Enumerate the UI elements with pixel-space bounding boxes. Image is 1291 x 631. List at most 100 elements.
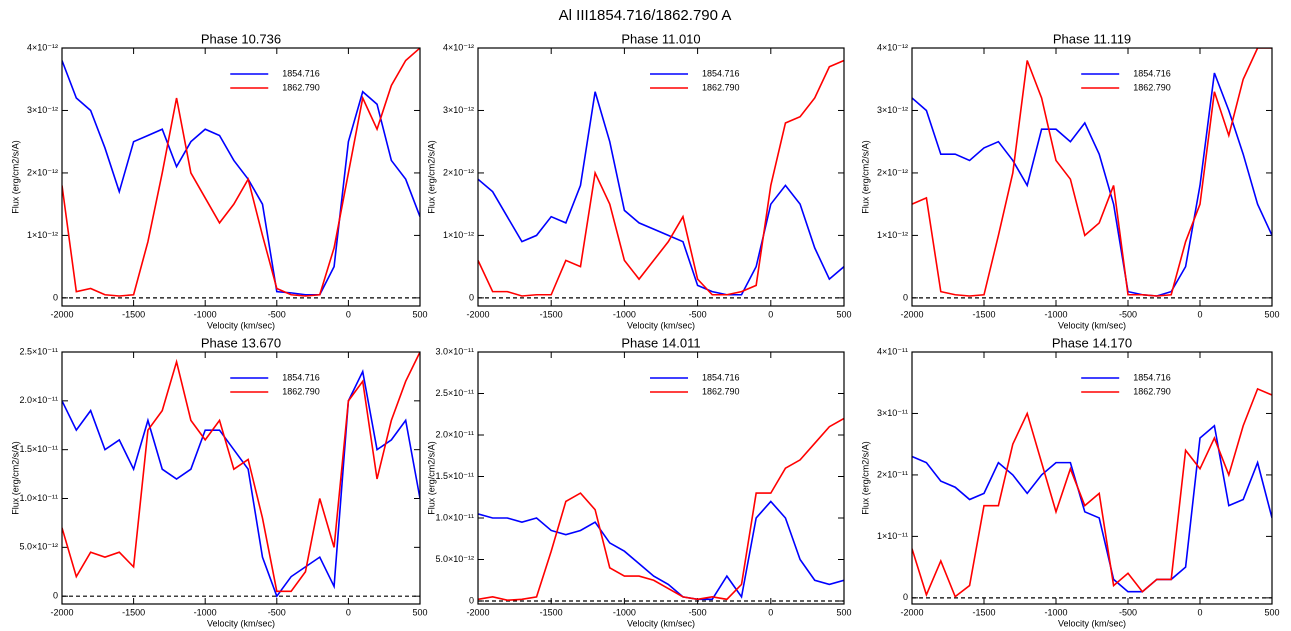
y-tick-label: 0 xyxy=(469,292,474,302)
y-tick-label: 0 xyxy=(903,592,908,602)
subplot: Phase 10.736 Velocity (km/sec) Flux (erg/c… xyxy=(10,31,427,330)
y-tick-label: 1.5×10⁻¹¹ xyxy=(435,471,474,481)
y-tick-label: 4×10⁻¹² xyxy=(443,42,474,52)
plot-frame xyxy=(477,351,845,605)
subplot: Phase 11.119 Velocity (km/sec) Flux (erg/c… xyxy=(860,31,1279,330)
legend-label: 1854.716 xyxy=(282,68,320,78)
x-tick-label: -500 xyxy=(689,607,707,617)
subplot-title: Phase 11.119 xyxy=(1053,31,1131,46)
subplot-title: Phase 11.010 xyxy=(621,31,700,46)
y-tick-label: 1×10⁻¹² xyxy=(877,230,908,240)
series-line xyxy=(62,48,420,297)
x-tick-label: 500 xyxy=(1264,309,1279,319)
subplot-title: Phase 14.170 xyxy=(1052,335,1132,350)
series-line xyxy=(62,352,420,593)
x-tick-label: 0 xyxy=(1197,607,1202,617)
legend-label: 1854.716 xyxy=(1133,372,1171,382)
x-tick-label: 0 xyxy=(346,607,351,617)
y-tick-label: 5.0×10⁻¹² xyxy=(19,542,58,552)
legend-label: 1862.790 xyxy=(702,386,740,396)
x-tick-label: -1500 xyxy=(540,309,563,319)
series-line xyxy=(478,91,844,296)
legend-label: 1854.716 xyxy=(1133,68,1171,78)
legend-label: 1854.716 xyxy=(702,68,740,78)
series-line xyxy=(62,368,420,598)
x-tick-label: 0 xyxy=(1197,309,1202,319)
y-tick-label: 2.5×10⁻¹¹ xyxy=(19,346,58,356)
y-tick-label: 2.0×10⁻¹¹ xyxy=(435,429,474,439)
x-tick-label: 500 xyxy=(1264,607,1279,617)
y-axis-label: Flux (erg/cm2/s/A) xyxy=(10,441,20,515)
plot-frame xyxy=(61,351,421,605)
x-axis-label: Velocity (km/sec) xyxy=(1058,320,1126,330)
y-tick-label: 1×10⁻¹¹ xyxy=(877,531,908,541)
y-tick-label: 3×10⁻¹² xyxy=(877,105,908,115)
legend-label: 1854.716 xyxy=(282,372,320,382)
x-tick-label: -1500 xyxy=(972,309,995,319)
figure-title: Al III1854.716/1862.790 A xyxy=(559,7,732,24)
x-tick-label: -2000 xyxy=(466,309,489,319)
x-tick-label: -1500 xyxy=(122,309,145,319)
x-tick-label: -2000 xyxy=(50,607,73,617)
x-tick-label: -2000 xyxy=(50,309,73,319)
y-tick-label: 5.0×10⁻¹² xyxy=(435,554,474,564)
series-line xyxy=(478,417,844,601)
y-axis-label: Flux (erg/cm2/s/A) xyxy=(426,140,436,214)
x-tick-label: 500 xyxy=(836,607,851,617)
y-tick-label: 0 xyxy=(903,292,908,302)
legend-label: 1862.790 xyxy=(702,82,740,92)
subplot: Phase 11.010 Velocity (km/sec) Flux (erg/c… xyxy=(426,31,851,330)
plot-frame xyxy=(911,351,1273,605)
y-tick-label: 0 xyxy=(469,595,474,605)
legend-label: 1854.716 xyxy=(702,372,740,382)
subplot-title: Phase 10.736 xyxy=(201,31,281,46)
y-tick-label: 1.5×10⁻¹¹ xyxy=(19,444,58,454)
y-axis-label: Flux (erg/cm2/s/A) xyxy=(426,441,436,515)
x-tick-label: -1000 xyxy=(613,309,636,319)
x-tick-label: -2000 xyxy=(466,607,489,617)
x-tick-label: -500 xyxy=(1119,607,1137,617)
x-tick-label: -1500 xyxy=(972,607,995,617)
x-axis-label: Velocity (km/sec) xyxy=(1058,618,1126,628)
series-line xyxy=(912,424,1272,593)
y-tick-label: 2×10⁻¹² xyxy=(443,167,474,177)
y-tick-label: 4×10⁻¹¹ xyxy=(877,346,908,356)
y-tick-label: 1.0×10⁻¹¹ xyxy=(19,493,58,503)
y-tick-label: 1×10⁻¹² xyxy=(443,230,474,240)
y-tick-label: 3×10⁻¹² xyxy=(27,105,58,115)
plot-frame xyxy=(61,47,421,307)
plot-frame xyxy=(911,47,1273,307)
x-tick-label: 0 xyxy=(346,309,351,319)
x-tick-label: -500 xyxy=(1119,309,1137,319)
x-tick-label: -1000 xyxy=(1044,607,1067,617)
legend-label: 1862.790 xyxy=(1133,82,1171,92)
y-tick-label: 1×10⁻¹² xyxy=(27,230,58,240)
y-axis-label: Flux (erg/cm2/s/A) xyxy=(860,441,870,515)
series-line xyxy=(912,72,1272,297)
x-tick-label: 0 xyxy=(768,607,773,617)
y-tick-label: 2.0×10⁻¹¹ xyxy=(19,395,58,405)
subplot-title: Phase 13.670 xyxy=(201,335,281,350)
x-axis-label: Velocity (km/sec) xyxy=(627,320,695,330)
x-tick-label: 500 xyxy=(412,607,427,617)
x-tick-label: -2000 xyxy=(900,607,923,617)
y-tick-label: 1.0×10⁻¹¹ xyxy=(435,512,474,522)
x-tick-label: -1500 xyxy=(122,607,145,617)
y-tick-label: 2×10⁻¹² xyxy=(877,167,908,177)
series-line xyxy=(912,48,1272,297)
y-tick-label: 0 xyxy=(53,292,58,302)
x-tick-label: -500 xyxy=(268,607,286,617)
legend-label: 1862.790 xyxy=(282,82,320,92)
x-tick-label: -1500 xyxy=(540,607,563,617)
subplot: Phase 14.011 Velocity (km/sec) Flux (erg/c… xyxy=(426,335,851,628)
plot-frame xyxy=(477,47,845,307)
y-tick-label: 3×10⁻¹² xyxy=(443,105,474,115)
subplot: Phase 14.170 Velocity (km/sec) Flux (erg/c… xyxy=(860,335,1279,628)
x-tick-label: -1000 xyxy=(194,309,217,319)
legend-label: 1862.790 xyxy=(1133,386,1171,396)
x-tick-label: 500 xyxy=(412,309,427,319)
series-line xyxy=(478,59,844,297)
y-tick-label: 2×10⁻¹¹ xyxy=(877,469,908,479)
x-tick-label: -1000 xyxy=(1044,309,1067,319)
